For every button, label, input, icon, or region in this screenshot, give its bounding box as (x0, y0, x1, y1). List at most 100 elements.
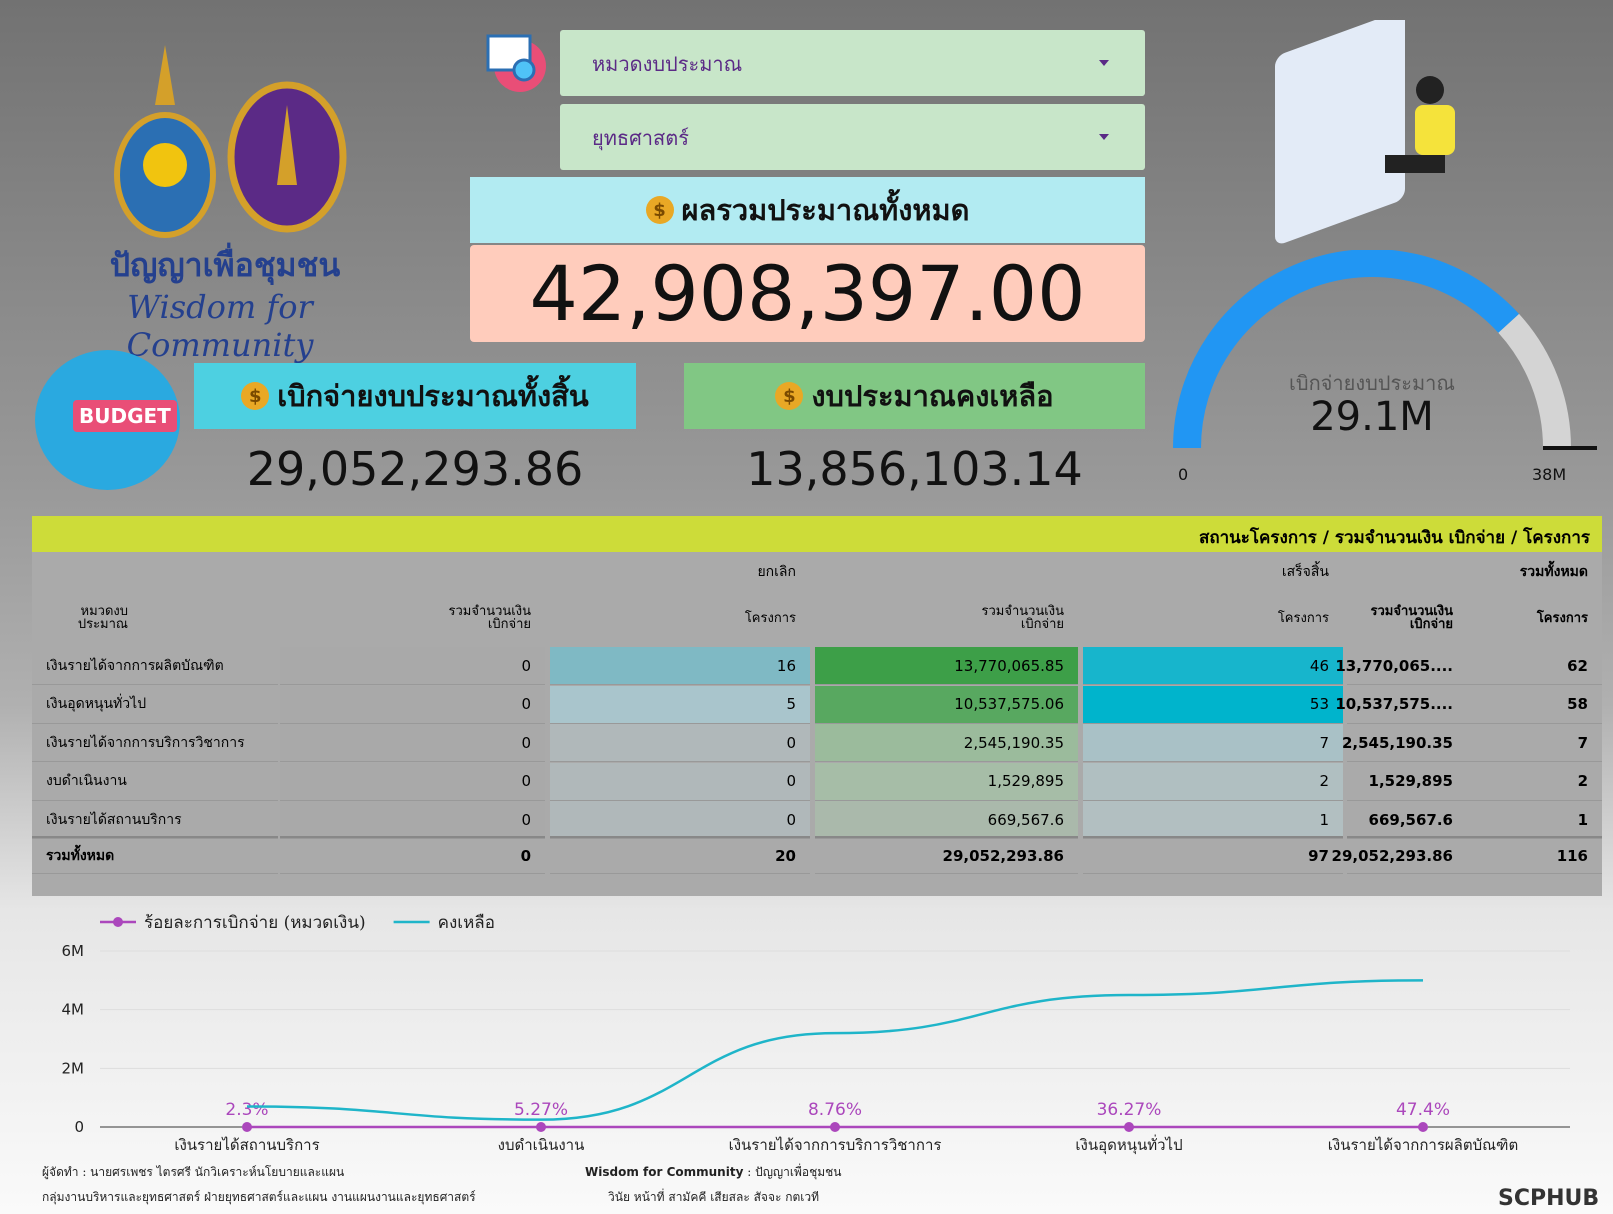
point (242, 1122, 252, 1132)
point (1124, 1122, 1134, 1132)
table-cell: 2,545,190.35 (815, 724, 1078, 762)
kpi-title: เบิกจ่ายงบประมาณทั้งสิ้น (277, 373, 588, 419)
table-cell: 0 (280, 724, 545, 762)
column-header: รวมจำนวนเงิน เบิกจ่าย (958, 590, 1078, 646)
table-cell: 16 (550, 647, 810, 685)
y-tick-label: 6M (62, 942, 85, 960)
table-cell: 2 (1467, 763, 1602, 801)
group-header: เสร็จสิ้น (1143, 558, 1343, 586)
table-cell: 2 (1083, 763, 1343, 801)
budget-icon: BUDGET (35, 350, 180, 490)
column-header: โครงการ (1492, 590, 1602, 646)
legend-label: ร้อยละการเบิกจ่าย (หมวดเงิน) (144, 913, 366, 933)
budget-icon-text: BUDGET (73, 400, 177, 432)
table-cell: เงินอุดหนุนทั่วไป (32, 686, 278, 724)
x-tick-label: เงินรายได้จากการผลิตบัณฑิต (1328, 1136, 1518, 1154)
line-chart: 0 2M 4M 6M เงินรายได้สถานบริการ งบดำเนินงาน เง… (0, 900, 1613, 1155)
logo-thai: ปัญญาเพื่อชุมชน (100, 240, 350, 291)
table-cell: เงินรายได้จากการผลิตบัณฑิต (32, 647, 278, 685)
x-tick-label: งบดำเนินงาน (498, 1136, 585, 1154)
table-cell: 10,537,575.06 (815, 686, 1078, 724)
table-cell: 46 (1083, 647, 1343, 685)
gauge-max: 38M (1532, 465, 1566, 484)
table-cell: 1,529,895 (1347, 763, 1467, 801)
table-cell: 7 (1467, 724, 1602, 762)
table-cell: 0 (550, 763, 810, 801)
group-header: ยกเลิก (610, 558, 810, 586)
data-label: 2.3% (225, 1100, 268, 1120)
data-label: 36.27% (1097, 1100, 1162, 1120)
data-label: 8.76% (808, 1100, 862, 1120)
logos (105, 45, 355, 245)
footer-motto-en: Wisdom for Community (585, 1165, 743, 1179)
table-cell: 0 (280, 686, 545, 724)
table-cell: 0 (550, 724, 810, 762)
table-cell: 0 (280, 647, 545, 685)
column-header: รวมจำนวนเงิน เบิกจ่าย (425, 590, 545, 646)
point (536, 1122, 546, 1132)
y-tick-label: 4M (62, 1001, 85, 1019)
gauge-value-label: 29.1M (1310, 394, 1434, 440)
table-cell: 0 (280, 763, 545, 801)
footer-motto-th: : ปัญญาเพื่อชุมชน (747, 1165, 841, 1179)
table-cell: 62 (1467, 647, 1602, 685)
table-cell: 53 (1083, 686, 1343, 724)
table-cell: 7 (1083, 724, 1343, 762)
gauge-track (1509, 323, 1557, 448)
total-cell: 116 (1467, 836, 1602, 874)
table-cell: 669,567.6 (815, 801, 1078, 839)
table-cell: 0 (550, 801, 810, 839)
total-cell: 97 (1083, 836, 1343, 874)
legend-marker (113, 917, 123, 927)
gauge-min: 0 (1178, 465, 1188, 484)
total-cell: 29,052,293.86 (815, 836, 1078, 874)
total-value: 42,908,397.00 (470, 245, 1145, 342)
series-line (247, 980, 1423, 1119)
y-tick-label: 2M (62, 1059, 85, 1077)
total-cell: รวมทั้งหมด (32, 836, 278, 874)
kpi-title: งบประมาณคงเหลือ (811, 373, 1053, 419)
data-label: 47.4% (1396, 1100, 1450, 1120)
x-tick-label: เงินอุดหนุนทั่วไป (1075, 1134, 1182, 1155)
table-cell: 13,770,065.... (1347, 647, 1467, 685)
table-cell: 58 (1467, 686, 1602, 724)
kpi-value: 29,052,293.86 (194, 442, 636, 496)
point (1418, 1122, 1428, 1132)
table-cell: 10,537,575.... (1347, 686, 1467, 724)
dashboard: ปัญญาเพื่อชุมชน Wisdom for Community BUD… (0, 0, 1613, 1214)
table-cell: 1 (1467, 801, 1602, 839)
table-cell: เงินรายได้จากการบริการวิชาการ (32, 724, 278, 762)
column-header: โครงการ (1233, 590, 1343, 646)
total-title: ผลรวมประมาณทั้งหมด (682, 187, 970, 233)
x-tick-label: เงินรายได้สถานบริการ (174, 1136, 319, 1154)
footer-values: วินัย หน้าที่ สามัคคี เสียสละ สัจจะ กตเว… (608, 1188, 819, 1207)
total-cell: 29,052,293.86 (1347, 836, 1467, 874)
table-cell: เงินรายได้สถานบริการ (32, 801, 278, 839)
table-cell: 2,545,190.35 (1347, 724, 1467, 762)
footer-author: ผู้จัดทำ : นายศรเพชร ไตรศรี นักวิเคราะห์… (42, 1163, 344, 1182)
search-icon (484, 30, 548, 94)
table-cell: 1,529,895 (815, 763, 1078, 801)
filter-dropdown[interactable]: หมวดงบประมาณ (560, 30, 1145, 96)
legend-label: คงเหลือ (438, 913, 495, 933)
filter-dropdown[interactable]: ยุทธศาสตร์ (560, 104, 1145, 170)
table-cell: งบดำเนินงาน (32, 763, 278, 801)
footer-unit: กลุ่มงานบริหารและยุทธศาสตร์ ฝ่ายยุทธศาสต… (42, 1188, 476, 1207)
kpi-header: $เบิกจ่ายงบประมาณทั้งสิ้น (194, 363, 636, 429)
kpi-header: $งบประมาณคงเหลือ (684, 363, 1145, 429)
y-tick-label: 0 (74, 1118, 84, 1136)
table-header: สถานะโครงการ / รวมจำนวนเงิน เบิกจ่าย / โ… (32, 516, 1602, 552)
table-cell: 669,567.6 (1347, 801, 1467, 839)
column-header: รวมจำนวนเงิน เบิกจ่าย (1347, 590, 1467, 646)
gauge: เบิกจ่ายงบประมาณ 29.1M 0 38M (1160, 250, 1600, 495)
point (830, 1122, 840, 1132)
illustration (1265, 20, 1485, 250)
table-cell: 0 (280, 801, 545, 839)
kpi-value: 13,856,103.14 (684, 442, 1145, 496)
table-cell: 13,770,065.85 (815, 647, 1078, 685)
table-cell: 1 (1083, 801, 1343, 839)
column-header: โครงการ (700, 590, 810, 646)
column-header: หมวดงบประมาณ (32, 590, 142, 646)
x-tick-label: เงินรายได้จากการบริการวิชาการ (729, 1136, 942, 1154)
data-label: 5.27% (514, 1100, 568, 1120)
